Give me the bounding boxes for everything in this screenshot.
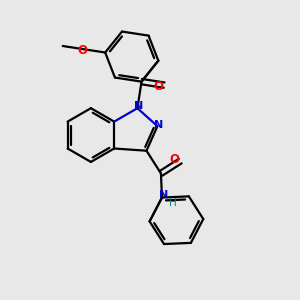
Text: O: O [170,153,180,166]
Text: N: N [134,101,144,111]
Text: O: O [154,80,164,93]
Text: O: O [78,44,88,57]
Text: H: H [169,198,177,208]
Text: N: N [154,120,164,130]
Text: N: N [159,190,168,200]
